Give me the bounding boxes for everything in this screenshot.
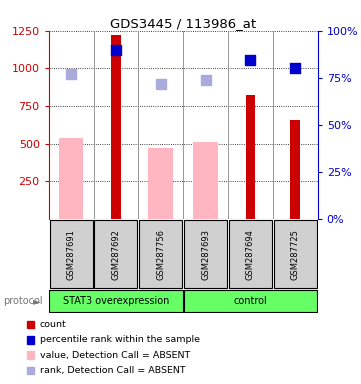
Bar [245, 96, 255, 219]
Point [203, 77, 209, 83]
Text: percentile rank within the sample: percentile rank within the sample [40, 335, 200, 344]
FancyBboxPatch shape [139, 220, 182, 288]
Text: control: control [234, 296, 267, 306]
Point [292, 65, 298, 71]
FancyBboxPatch shape [274, 220, 317, 288]
FancyBboxPatch shape [95, 220, 138, 288]
FancyBboxPatch shape [229, 220, 272, 288]
FancyBboxPatch shape [184, 290, 317, 312]
Bar [290, 119, 300, 219]
Title: GDS3445 / 113986_at: GDS3445 / 113986_at [110, 17, 256, 30]
FancyBboxPatch shape [184, 220, 227, 288]
Text: GSM287725: GSM287725 [291, 229, 300, 280]
Text: GSM287692: GSM287692 [112, 229, 121, 280]
Text: GSM287693: GSM287693 [201, 229, 210, 280]
Text: rank, Detection Call = ABSENT: rank, Detection Call = ABSENT [40, 366, 185, 375]
Bar [59, 137, 83, 219]
Text: GSM287694: GSM287694 [246, 229, 255, 280]
Point [68, 71, 74, 78]
Text: GSM287756: GSM287756 [156, 229, 165, 280]
Text: STAT3 overexpression: STAT3 overexpression [63, 296, 169, 306]
Text: value, Detection Call = ABSENT: value, Detection Call = ABSENT [40, 351, 190, 360]
Point [248, 57, 253, 63]
Text: ►: ► [33, 296, 41, 306]
Text: protocol: protocol [4, 296, 43, 306]
FancyBboxPatch shape [49, 220, 93, 288]
Bar [193, 142, 218, 219]
Bar [148, 148, 173, 219]
Point [113, 47, 119, 53]
Text: count: count [40, 320, 66, 329]
Point [158, 81, 164, 87]
FancyBboxPatch shape [49, 290, 183, 312]
Text: GSM287691: GSM287691 [67, 229, 76, 280]
Bar [111, 35, 121, 219]
